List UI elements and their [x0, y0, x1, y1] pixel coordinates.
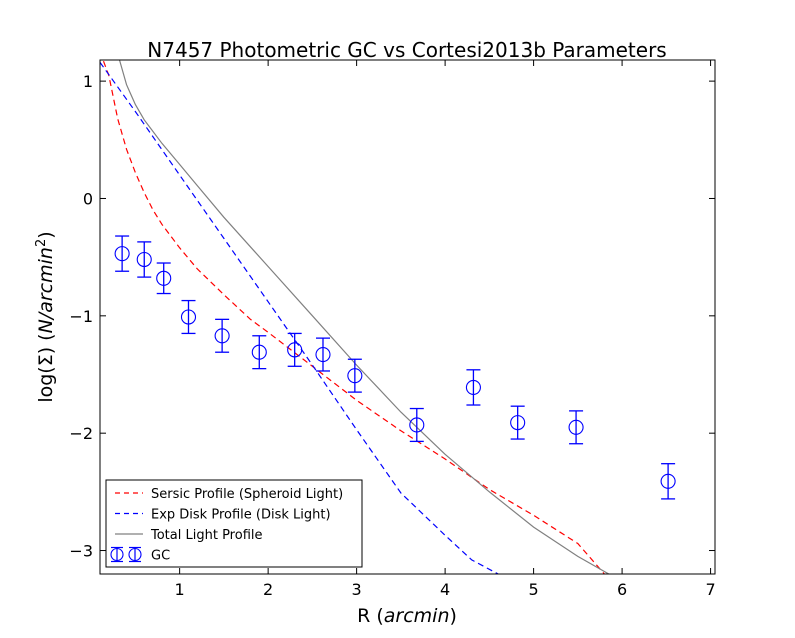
- series-line: [100, 61, 499, 574]
- x-tick-label: 4: [440, 580, 450, 599]
- y-tick-label: 1: [83, 72, 93, 91]
- series-line: [118, 60, 610, 574]
- data-point: [114, 246, 130, 262]
- y-tick-label: −3: [69, 542, 93, 561]
- data-point: [136, 251, 152, 268]
- chart-title: N7457 Photometric GC vs Cortesi2013b Par…: [147, 38, 666, 62]
- legend-label: Exp Disk Profile (Disk Light): [151, 508, 331, 523]
- data-point: [251, 344, 267, 360]
- x-tick-label: 6: [617, 580, 627, 599]
- legend-marker: [128, 547, 142, 562]
- data-point: [465, 379, 481, 395]
- data-point: [510, 415, 526, 431]
- data-point: [660, 473, 676, 489]
- x-tick-label: 7: [705, 580, 715, 599]
- data-point: [315, 347, 331, 363]
- x-tick-label: 2: [263, 580, 273, 599]
- legend-marker: [110, 547, 124, 562]
- legend-label: Sersic Profile (Spheroid Light): [151, 487, 343, 502]
- data-point: [214, 328, 230, 344]
- series-layer: [100, 60, 610, 574]
- y-tick-label: 0: [83, 189, 93, 208]
- y-axis-title: log(Σ) (N/arcmin2): [34, 231, 58, 402]
- legend-items: Sersic Profile (Spheroid Light) Exp Disk …: [110, 487, 343, 564]
- data-point: [156, 270, 172, 286]
- legend-label: GC: [151, 549, 170, 564]
- x-tick-label: 1: [175, 580, 185, 599]
- legend: Sersic Profile (Spheroid Light) Exp Disk …: [105, 479, 363, 568]
- data-point: [180, 309, 197, 325]
- points-layer: [114, 235, 676, 500]
- y-tick-label: −2: [69, 424, 93, 443]
- svg-text:R (arcmin): R (arcmin): [357, 605, 457, 627]
- plot-frame: [99, 59, 716, 575]
- legend-label: Total Light Profile: [150, 528, 263, 543]
- x-axis-title: R (arcmin): [357, 605, 457, 627]
- svg-text:log(Σ) (N/arcmin2): log(Σ) (N/arcmin2): [34, 231, 58, 402]
- x-tick-label: 5: [529, 580, 539, 599]
- data-point: [568, 419, 584, 435]
- data-point: [347, 368, 363, 384]
- data-point: [409, 417, 425, 433]
- y-tick-label: −1: [69, 307, 93, 326]
- ticks-layer: 1 2 3 4 5 6 7 1 0 −1 −2 −3: [69, 60, 716, 599]
- x-tick-label: 3: [352, 580, 362, 599]
- legend-box: [105, 479, 363, 568]
- data-point: [287, 342, 303, 358]
